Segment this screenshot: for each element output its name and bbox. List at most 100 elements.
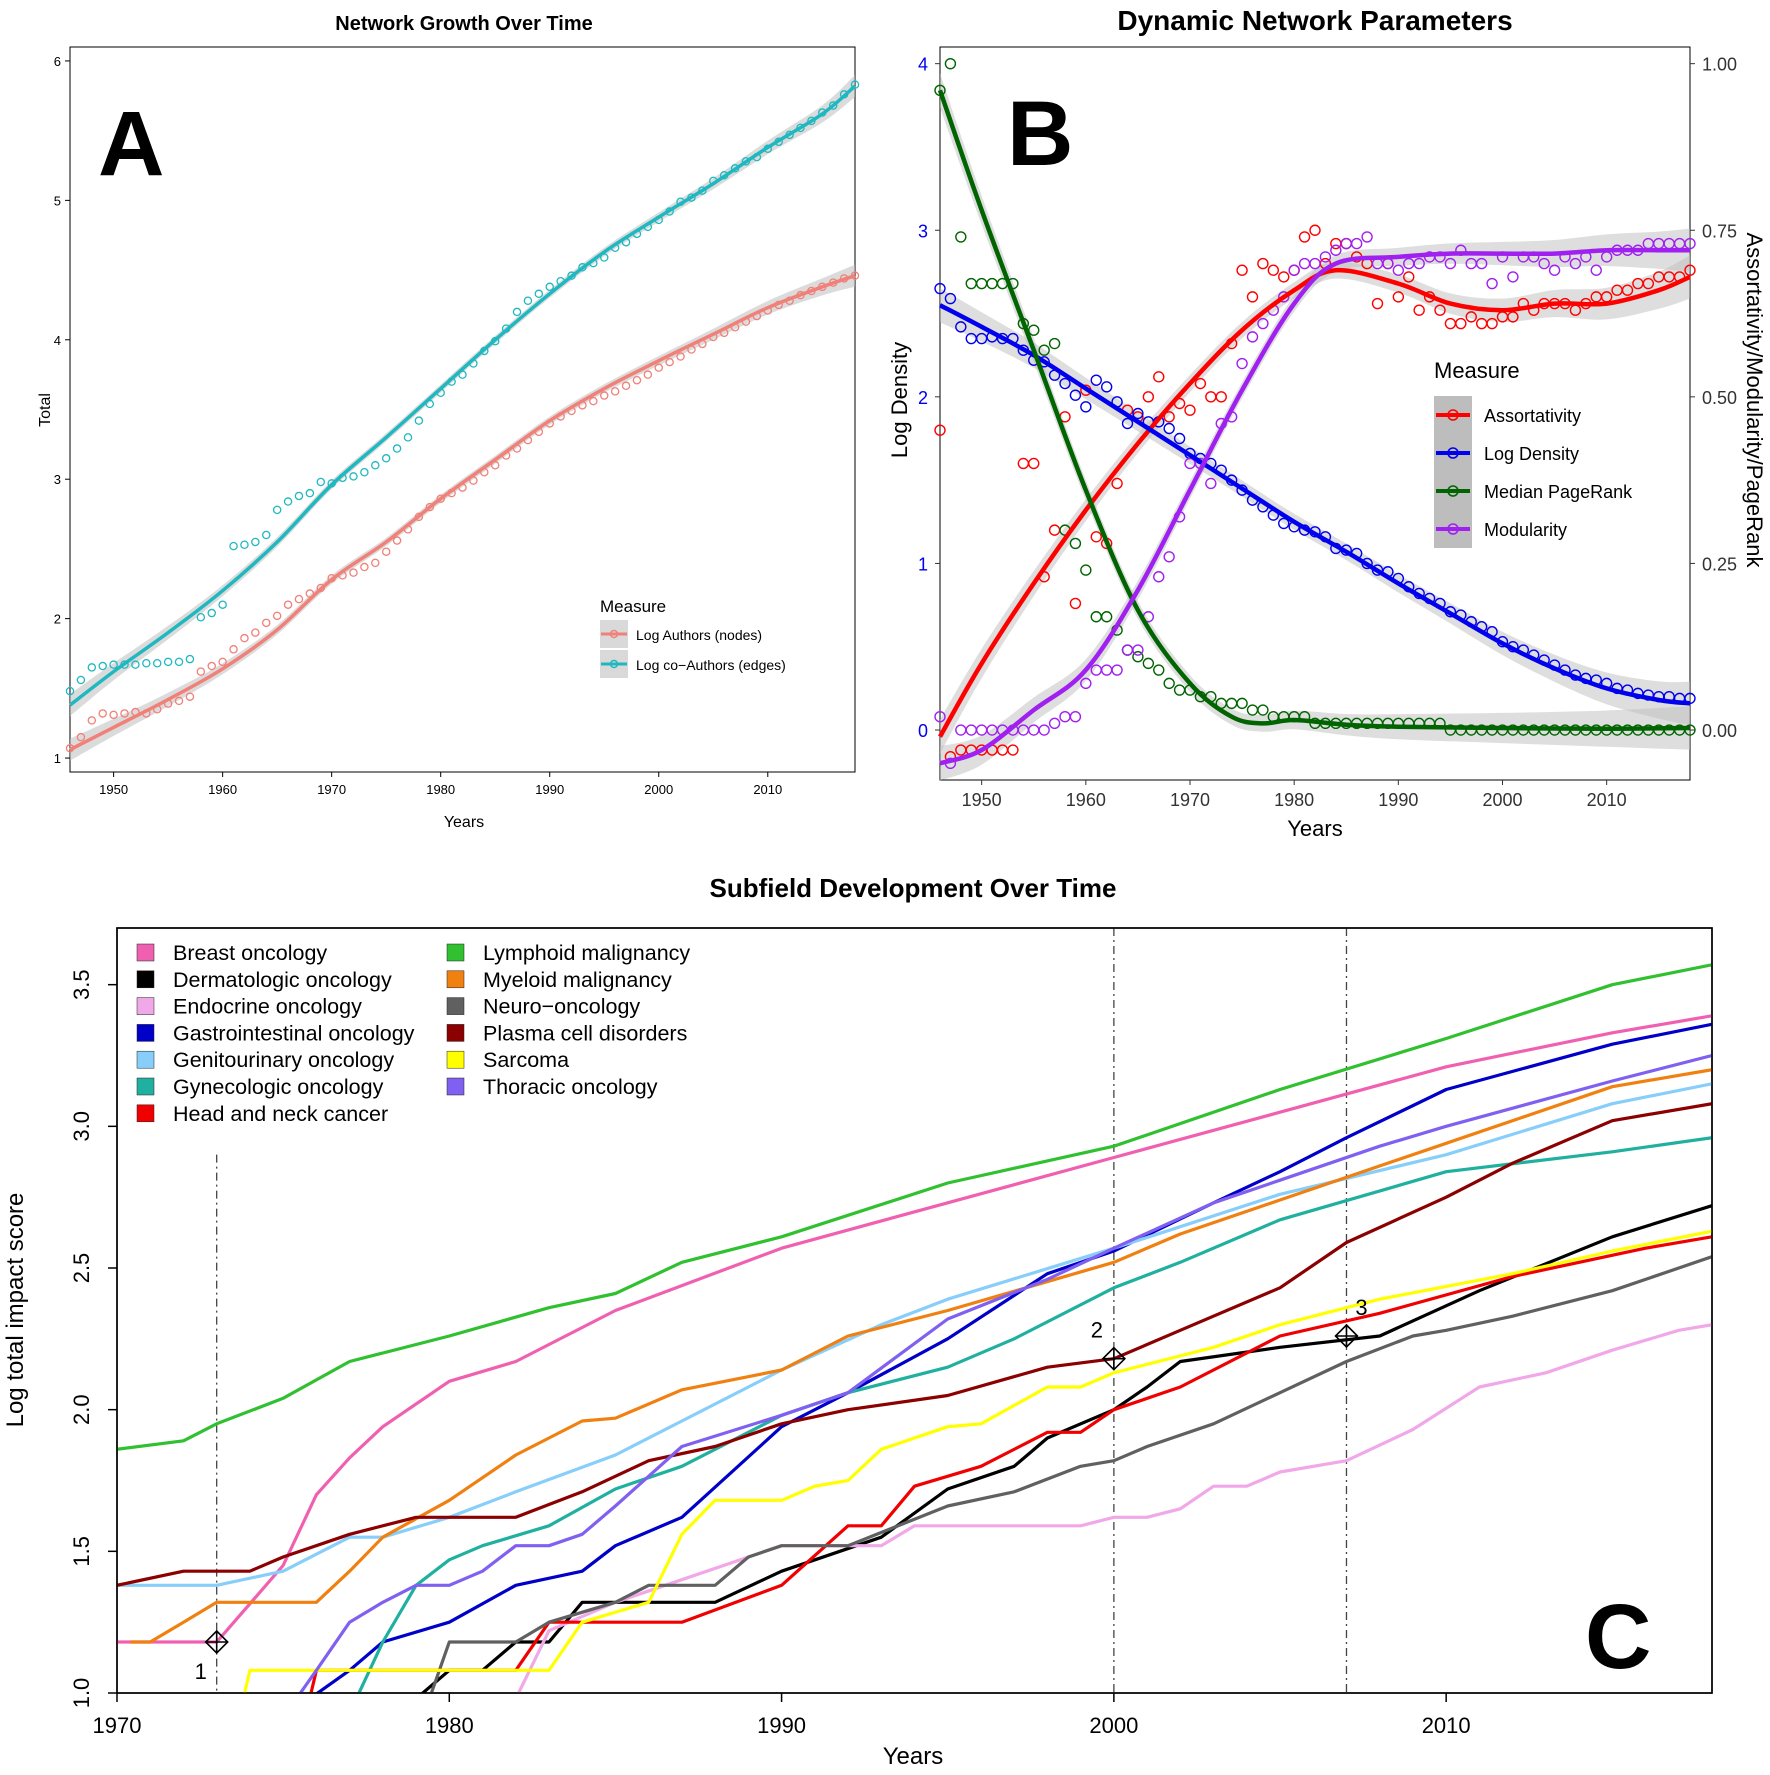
log-co-authors-edges-point bbox=[349, 472, 358, 481]
modularity-point bbox=[1309, 257, 1321, 270]
log-authors-nodes-point bbox=[589, 396, 598, 406]
modularity-point bbox=[1486, 277, 1498, 290]
log-density-point bbox=[1173, 432, 1186, 445]
x-tick-label: 1990 bbox=[757, 1713, 806, 1738]
panel-c-label: C bbox=[1585, 1586, 1651, 1688]
legend-swatch-thoracic-oncology bbox=[446, 1077, 465, 1096]
assortativity-point bbox=[1278, 271, 1290, 283]
log-co-authors-edges-point bbox=[360, 467, 369, 477]
assortativity-point bbox=[1267, 264, 1280, 276]
modularity-point bbox=[1392, 264, 1405, 276]
legend-label-gynecologic-oncology: Gynecologic oncology bbox=[173, 1075, 384, 1099]
log-authors-nodes-point bbox=[349, 568, 358, 577]
log-authors-nodes-point bbox=[272, 611, 282, 621]
log-authors-nodes-point bbox=[610, 387, 620, 396]
panel-a-legend-title: Measure bbox=[600, 597, 666, 616]
log-co-authors-edges-point bbox=[534, 289, 544, 299]
log-co-authors-edges-point bbox=[403, 433, 413, 442]
marker-3 bbox=[1334, 1323, 1359, 1349]
legend-label-genitourinary-oncology: Genitourinary oncology bbox=[173, 1048, 394, 1072]
y-tick-label: 2.5 bbox=[69, 1253, 94, 1284]
log-co-authors-edges-point bbox=[251, 537, 260, 547]
panel-c-title: Subfield Development Over Time bbox=[710, 873, 1117, 903]
x-tick-label: 1960 bbox=[208, 782, 237, 797]
log-authors-nodes-point bbox=[87, 716, 97, 725]
y-tick-label: 4 bbox=[54, 333, 61, 348]
log-co-authors-edges-point bbox=[218, 600, 227, 609]
legend-swatch-lymphoid-malignancy bbox=[446, 943, 465, 962]
log-authors-nodes-point bbox=[599, 391, 609, 400]
panel-b-label: B bbox=[1007, 83, 1073, 185]
y-tick-label: 3 bbox=[918, 221, 928, 241]
breast-oncology-line bbox=[117, 1014, 1712, 1644]
log-density-point bbox=[1100, 381, 1113, 393]
log-co-authors-edges-fit-line bbox=[68, 84, 857, 707]
modularity-point bbox=[1413, 257, 1425, 270]
legend-point-modularity bbox=[1447, 523, 1459, 535]
assortativity-point bbox=[1434, 304, 1446, 316]
log-authors-nodes-fit-line bbox=[69, 274, 856, 752]
marker-label-2: 2 bbox=[1091, 1318, 1103, 1343]
assortativity-point bbox=[1142, 391, 1155, 403]
log-density-point bbox=[1069, 389, 1082, 401]
legend-label-neuro-oncology: Neuro−oncology bbox=[483, 995, 640, 1019]
log-density-point bbox=[934, 282, 946, 295]
legend-label-coauthors: Log co−Authors (edges) bbox=[636, 657, 786, 673]
y-right-tick-label: 0.00 bbox=[1702, 721, 1737, 741]
log-co-authors-edges-point bbox=[207, 608, 216, 618]
log-density-point bbox=[955, 321, 967, 333]
y-tick-label: 1 bbox=[54, 751, 61, 766]
log-density-point bbox=[1080, 401, 1092, 413]
log-co-authors-edges-point bbox=[163, 657, 173, 667]
legend-label-thoracic-oncology: Thoracic oncology bbox=[483, 1075, 658, 1099]
assortativity-point bbox=[1184, 404, 1196, 416]
x-tick-label: 1970 bbox=[93, 1713, 142, 1738]
y-tick-label: 3.5 bbox=[69, 969, 94, 1000]
log-authors-nodes-point bbox=[196, 667, 206, 676]
y-right-tick-label: 1.00 bbox=[1702, 55, 1737, 75]
x-tick-label: 1950 bbox=[962, 790, 1002, 810]
log-authors-nodes-point bbox=[185, 692, 195, 701]
x-tick-label: 2010 bbox=[753, 782, 782, 797]
modularity-point bbox=[1038, 724, 1050, 736]
assortativity-point bbox=[1486, 317, 1498, 330]
legend-label-assortativity: Assortativity bbox=[1484, 406, 1581, 426]
y-right-tick-label: 0.50 bbox=[1702, 388, 1737, 408]
assortativity-point bbox=[1090, 531, 1102, 543]
legend-label-authors: Log Authors (nodes) bbox=[636, 627, 762, 643]
y-tick-label: 0 bbox=[918, 721, 928, 741]
assortativity-point bbox=[1371, 297, 1384, 310]
log-authors-nodes-point bbox=[218, 657, 227, 667]
x-tick-label: 1970 bbox=[1170, 790, 1210, 810]
modularity-point bbox=[1257, 317, 1269, 330]
median-pagerank-point bbox=[955, 231, 967, 243]
median-pagerank-point bbox=[1069, 537, 1082, 550]
legend-swatch-head-and-neck-cancer bbox=[136, 1104, 155, 1123]
log-co-authors-edges-point bbox=[698, 186, 707, 195]
modularity-point bbox=[1507, 271, 1519, 283]
y-tick-label: 3 bbox=[54, 472, 61, 487]
legend-label-endocrine-oncology: Endocrine oncology bbox=[173, 995, 362, 1019]
log-authors-nodes-point bbox=[109, 710, 118, 720]
panel-c-ylabel: Log total impact score bbox=[2, 1193, 29, 1428]
modularity-point bbox=[1548, 264, 1561, 276]
x-tick-label: 2000 bbox=[644, 782, 673, 797]
assortativity-point bbox=[1392, 291, 1405, 303]
log-density-point bbox=[1163, 422, 1175, 435]
modularity-point bbox=[1048, 717, 1061, 730]
panel-b-legend-title: Measure bbox=[1434, 358, 1520, 383]
modularity-point bbox=[1163, 551, 1175, 563]
modularity-point bbox=[1475, 257, 1488, 270]
log-co-authors-edges-point bbox=[229, 541, 238, 551]
y-tick-label: 3.0 bbox=[69, 1111, 94, 1142]
assortativity-point bbox=[934, 424, 946, 436]
log-co-authors-edges-point bbox=[316, 477, 326, 487]
legend-swatch-gastrointestinal-oncology bbox=[136, 1024, 155, 1042]
modularity-point bbox=[1080, 677, 1092, 690]
log-co-authors-edges-point bbox=[240, 540, 249, 549]
median-pagerank-point bbox=[1100, 611, 1113, 623]
x-tick-label: 1970 bbox=[317, 782, 346, 797]
marker-label-1: 1 bbox=[195, 1659, 207, 1684]
median-pagerank-point bbox=[1257, 704, 1269, 716]
log-authors-nodes-point bbox=[632, 375, 642, 385]
